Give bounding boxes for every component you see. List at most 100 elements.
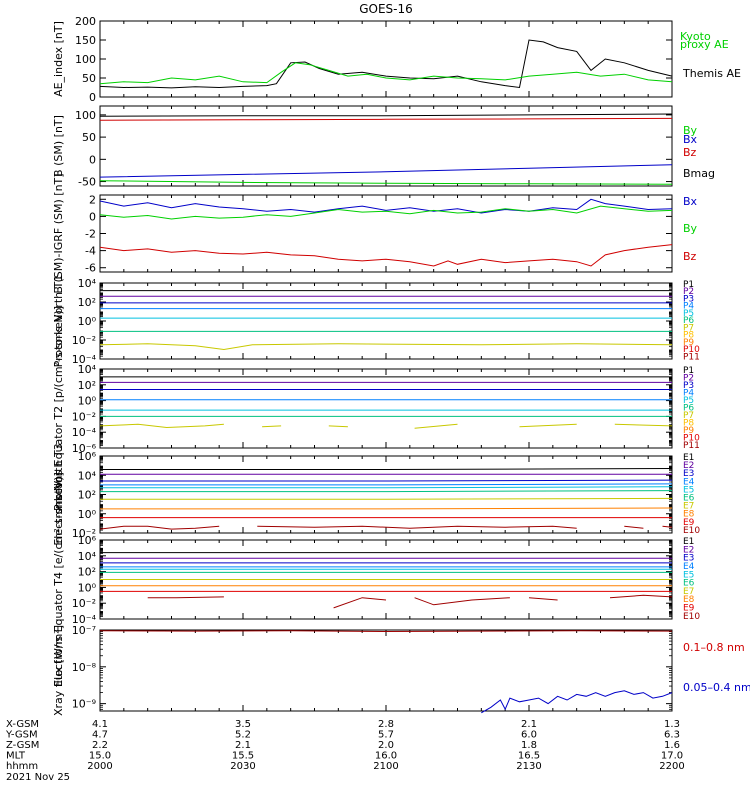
panel-1-ylabel: AE_index [nT] bbox=[52, 21, 65, 97]
panel-5-ylabel: Protons Equator T2 [p/(cm²-s-sr-keV)] bbox=[52, 306, 65, 511]
orbit-value: 5.7 bbox=[378, 730, 394, 741]
orbit-value: 1.6 bbox=[664, 740, 680, 751]
legend-e7: E7 bbox=[683, 587, 694, 597]
orbit-value: 2130 bbox=[516, 761, 541, 772]
y-tick-label: 10⁰ bbox=[78, 508, 97, 521]
panel-1-frame bbox=[99, 20, 673, 98]
legend-bx: Bx bbox=[683, 195, 698, 208]
orbit-value: 2.1 bbox=[235, 740, 251, 751]
y-tick-label: 10² bbox=[78, 296, 96, 309]
legend-by: By bbox=[683, 222, 698, 235]
series-line-e10 bbox=[528, 597, 558, 601]
y-tick-label: 10⁻⁴ bbox=[72, 426, 97, 439]
y-tick-label: 10⁴ bbox=[78, 469, 97, 482]
y-tick-label: 0 bbox=[89, 210, 96, 223]
legend-p7: P7 bbox=[683, 411, 694, 421]
legend-p3: P3 bbox=[683, 381, 694, 391]
series-line-e3 bbox=[100, 479, 673, 482]
series-line-p7 bbox=[99, 343, 673, 351]
series-line-e5 bbox=[100, 486, 673, 489]
series-line-bmag bbox=[99, 113, 673, 117]
legend-bx: Bx bbox=[683, 133, 698, 146]
panel-2-ylabel: B (SM) [nT] bbox=[52, 115, 65, 177]
panel-8-frame bbox=[99, 629, 673, 712]
series-line-e10 bbox=[257, 525, 577, 529]
legend-bmag: Bmag bbox=[683, 167, 715, 180]
series-line-e1 bbox=[100, 468, 673, 470]
series-line-e10 bbox=[624, 525, 644, 529]
legend-e5: E5 bbox=[683, 570, 694, 580]
y-tick-label: 10⁻² bbox=[72, 334, 96, 347]
orbit-value: 16.5 bbox=[518, 751, 540, 762]
orbit-row-label: hhmm bbox=[6, 761, 38, 772]
legend-0-1-0-8-nm: 0.1–0.8 nm bbox=[683, 641, 745, 654]
legend-e7: E7 bbox=[683, 502, 694, 512]
legend-p8: P8 bbox=[683, 419, 694, 429]
y-tick-label: 0 bbox=[89, 153, 96, 166]
figure-title: GOES-16 bbox=[359, 2, 413, 16]
legend-kyoto-proxy-ae: proxy AE bbox=[680, 38, 729, 51]
orbit-value: 15.0 bbox=[89, 751, 111, 762]
orbit-row-label: Y-GSM bbox=[5, 730, 38, 741]
legend-p1: P1 bbox=[683, 366, 694, 376]
panel-3-ylabel: B (SM)-IGRF (SM) [nT] bbox=[52, 173, 65, 293]
series-line-e8 bbox=[100, 507, 673, 510]
y-tick-label: -2 bbox=[85, 228, 96, 241]
legend-e9: E9 bbox=[683, 604, 695, 614]
legend-e5: E5 bbox=[683, 485, 694, 495]
orbit-value: 2100 bbox=[373, 761, 398, 772]
panel-4-frame bbox=[99, 282, 673, 360]
panel-4-ylabel: Protons North T1 bbox=[52, 275, 65, 368]
y-tick-label: 10⁻² bbox=[72, 597, 96, 610]
legend-e9: E9 bbox=[683, 518, 695, 528]
legend-e1: E1 bbox=[683, 537, 694, 547]
series-line-bx bbox=[99, 164, 673, 178]
series-line-p7 bbox=[99, 423, 224, 429]
orbit-row-label: X-GSM bbox=[6, 719, 39, 730]
legend-p10: P10 bbox=[683, 434, 700, 444]
legend-by: By bbox=[683, 124, 698, 137]
series-line-p7 bbox=[328, 425, 348, 428]
y-tick-label: 10² bbox=[78, 489, 96, 502]
y-tick-label: 10⁻⁴ bbox=[72, 613, 97, 626]
legend-p8: P8 bbox=[683, 331, 694, 341]
orbit-value: 6.0 bbox=[521, 730, 537, 741]
y-tick-label: 50 bbox=[82, 72, 96, 85]
panel-3-frame bbox=[99, 194, 673, 273]
y-tick-label: -50 bbox=[78, 176, 96, 189]
orbit-value: 5.2 bbox=[235, 730, 251, 741]
y-tick-label: 0 bbox=[89, 91, 96, 104]
orbit-value: 2030 bbox=[230, 761, 255, 772]
series-line-p7 bbox=[262, 425, 282, 428]
legend-kyoto-proxy-ae: Kyoto bbox=[680, 30, 711, 43]
y-tick-label: 10⁴ bbox=[78, 277, 97, 290]
y-tick-label: 100 bbox=[75, 53, 96, 66]
y-tick-label: 10² bbox=[78, 379, 96, 392]
date-label: 2021 Nov 25 bbox=[6, 772, 70, 783]
y-tick-label: 10⁻⁹ bbox=[72, 698, 96, 711]
y-tick-label: 10⁻⁸ bbox=[72, 661, 97, 674]
y-tick-label: 10⁰ bbox=[78, 315, 97, 328]
legend-p1: P1 bbox=[683, 280, 694, 290]
panel-2-frame bbox=[99, 105, 673, 187]
legend-e3: E3 bbox=[683, 554, 694, 564]
y-tick-label: 10⁴ bbox=[78, 363, 97, 376]
legend-p11: P11 bbox=[683, 352, 700, 362]
legend-p7: P7 bbox=[683, 323, 694, 333]
series-line-themis-ae bbox=[99, 39, 673, 89]
y-tick-label: 100 bbox=[75, 109, 96, 122]
y-tick-label: 10⁻² bbox=[72, 410, 96, 423]
legend-p4: P4 bbox=[683, 389, 694, 399]
legend-e8: E8 bbox=[683, 510, 695, 520]
orbit-value: 2.1 bbox=[521, 719, 537, 730]
orbit-value: 1.8 bbox=[521, 740, 537, 751]
legend-0-05-0-4-nm: 0.05–0.4 nm bbox=[683, 681, 750, 694]
series-line-by bbox=[99, 180, 673, 185]
orbit-value: 1.3 bbox=[664, 719, 680, 730]
legend-bz: Bz bbox=[683, 250, 697, 263]
legend-e6: E6 bbox=[683, 494, 695, 504]
legend-e6: E6 bbox=[683, 579, 695, 589]
orbit-value: 15.5 bbox=[232, 751, 254, 762]
legend-e8: E8 bbox=[683, 595, 695, 605]
